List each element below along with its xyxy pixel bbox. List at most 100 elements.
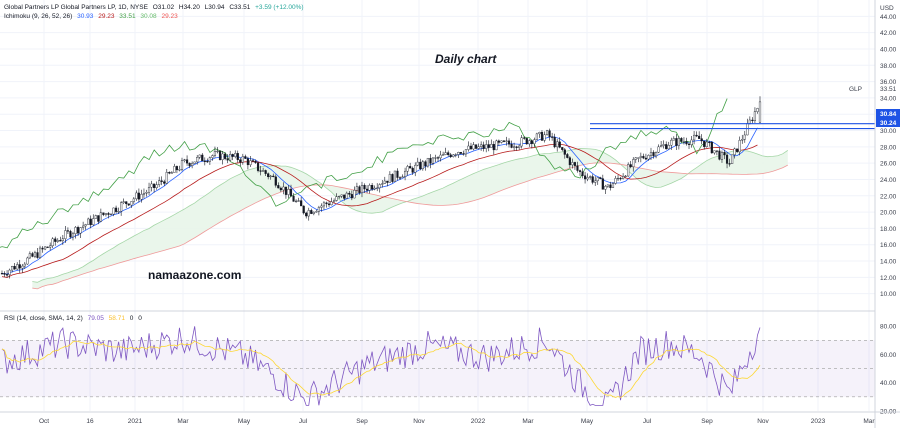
candle-body	[13, 266, 16, 270]
level-upper-tag	[876, 109, 900, 118]
candle-body	[168, 171, 171, 174]
candle-body	[583, 175, 587, 180]
candle-body	[163, 181, 166, 184]
candle-body	[51, 238, 54, 247]
candle-body	[581, 171, 584, 176]
candle-body	[396, 170, 399, 178]
candle-body	[731, 154, 734, 164]
price-tick-label: 26.00	[880, 161, 897, 168]
time-tick-label: May	[238, 418, 251, 425]
candle-body	[213, 151, 217, 156]
candle-body	[59, 240, 62, 242]
candle-body	[150, 183, 153, 188]
candle-body	[654, 151, 658, 157]
candle-body	[528, 140, 531, 145]
candle-body	[741, 139, 744, 141]
candle-body	[393, 170, 397, 182]
candle-body	[87, 218, 90, 225]
candle-body	[487, 144, 490, 148]
candle-body	[596, 177, 599, 182]
candle-body	[700, 138, 703, 142]
candle-body	[449, 154, 452, 158]
candle-body	[345, 192, 348, 199]
price-tick-label: 24.00	[880, 177, 897, 184]
chikou-line	[0, 98, 728, 249]
candle-body	[287, 189, 290, 195]
candle-body	[21, 265, 24, 269]
candle-body	[71, 233, 75, 238]
candle-body	[660, 145, 663, 148]
candle-body	[170, 172, 173, 174]
candle-body	[472, 144, 475, 150]
candle-body	[221, 153, 224, 161]
candle-body	[520, 137, 523, 147]
candle-body	[401, 176, 404, 178]
candle-body	[5, 274, 9, 276]
candle-body	[439, 154, 442, 159]
candle-body	[274, 176, 277, 186]
candle-body	[599, 177, 602, 179]
candle-body	[216, 150, 219, 153]
level-lower-tag	[876, 118, 900, 127]
price-tick-label: 38.00	[880, 63, 897, 70]
cloud-area	[32, 148, 788, 289]
candle-body	[457, 152, 460, 155]
candle-body	[398, 177, 402, 179]
candle-body	[130, 201, 133, 206]
candle-body	[454, 154, 457, 156]
candle-body	[315, 211, 318, 213]
candle-body	[751, 119, 754, 122]
candle-body	[99, 212, 102, 222]
candle-body	[429, 157, 432, 164]
candle-body	[406, 166, 409, 172]
candle-body	[573, 162, 577, 166]
candle-body	[680, 138, 683, 142]
time-tick-label: 2022	[471, 418, 486, 425]
candle-body	[381, 183, 384, 185]
candle-body	[619, 177, 622, 180]
candle-body	[92, 218, 95, 226]
candle-body	[26, 257, 29, 265]
candle-body	[114, 207, 118, 212]
horizontal-levels	[590, 123, 875, 130]
candle-body	[632, 159, 635, 168]
candle-body	[254, 160, 257, 163]
time-axis: Oct 16 2021 Mar May Jul Sep Nov 2022 Mar May Jul Sep…	[39, 418, 875, 425]
candle-body	[203, 160, 206, 162]
candle-body	[340, 194, 343, 197]
time-tick-label: Mar	[863, 418, 875, 425]
candle-body	[11, 266, 14, 271]
candle-body	[44, 246, 47, 250]
time-tick-label: Mar	[177, 418, 189, 425]
time-tick-label: Jul	[299, 418, 308, 425]
candle-body	[36, 252, 39, 258]
candle-body	[56, 240, 59, 242]
candle-body	[320, 205, 323, 208]
price-tick-label: 42.00	[880, 30, 897, 37]
candle-body	[132, 198, 135, 202]
candle-body	[155, 184, 158, 189]
candle-body	[188, 162, 191, 166]
candle-body	[426, 157, 429, 167]
price-tick-label: 34.00	[880, 95, 897, 102]
candle-body	[249, 160, 252, 166]
candle-body	[38, 247, 42, 258]
candle-body	[267, 173, 270, 178]
candle-body	[604, 186, 607, 190]
candle-body	[480, 144, 483, 147]
time-tick-label: May	[581, 418, 594, 425]
candle-body	[533, 139, 536, 144]
level-lower-value: 30.24	[880, 120, 897, 127]
candle-body	[109, 213, 113, 216]
candle-body	[495, 140, 498, 151]
candle-body	[325, 202, 328, 205]
price-tick-label: 30.00	[880, 128, 897, 135]
candle-body	[467, 145, 470, 150]
ichimoku-legend: Ichimoku (9, 26, 52, 26) 30.93 29.23 33.…	[4, 13, 178, 20]
candle-body	[670, 139, 673, 146]
rsi-line	[1, 326, 761, 406]
candle-body	[409, 166, 412, 169]
candle-body	[348, 192, 351, 195]
candle-body	[259, 170, 262, 172]
candle-body	[391, 174, 394, 182]
